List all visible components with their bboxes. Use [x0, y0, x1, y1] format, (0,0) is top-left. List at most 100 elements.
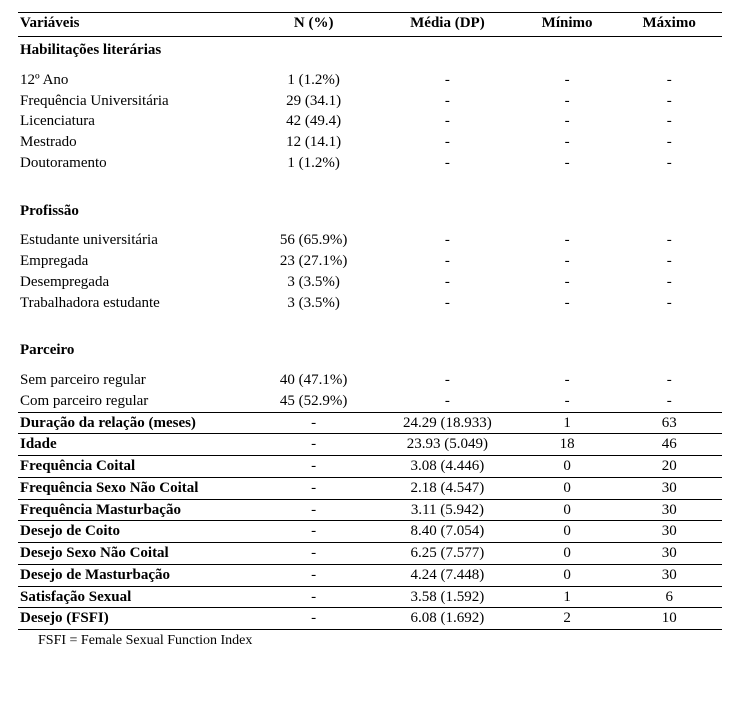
col-min: Mínimo	[518, 13, 617, 37]
row-min: 1	[518, 586, 617, 607]
row-mean: 3.08 (4.446)	[377, 456, 518, 477]
row-label: Duração da relação (meses)	[18, 412, 250, 433]
row-min: -	[518, 91, 617, 112]
row-n: -	[250, 521, 377, 542]
row-mean: -	[377, 370, 518, 391]
table-row: Satisfação Sexual-3.58 (1.592)16	[18, 586, 722, 607]
row-max: -	[616, 370, 722, 391]
table-row: Sem parceiro regular40 (47.1%)---	[18, 370, 722, 391]
row-label: Desempregada	[18, 272, 250, 293]
row-mean: 4.24 (7.448)	[377, 564, 518, 585]
table-row: Com parceiro regular45 (52.9%)---	[18, 391, 722, 412]
row-label: Empregada	[18, 251, 250, 272]
row-max: 63	[616, 412, 722, 433]
row-n: 40 (47.1%)	[250, 370, 377, 391]
row-max: -	[616, 153, 722, 174]
table-row: Desejo (FSFI)-6.08 (1.692)210	[18, 608, 722, 629]
row-mean: 8.40 (7.054)	[377, 521, 518, 542]
section-header: Parceiro	[18, 337, 722, 370]
row-mean: -	[377, 293, 518, 314]
row-mean: -	[377, 91, 518, 112]
section-header: Habilitações literárias	[18, 37, 722, 70]
row-max: 30	[616, 543, 722, 564]
row-n: -	[250, 434, 377, 455]
row-mean: 3.58 (1.592)	[377, 586, 518, 607]
row-n: -	[250, 499, 377, 520]
table-row: Trabalhadora estudante3 (3.5%)---	[18, 293, 722, 314]
row-n: 12 (14.1)	[250, 132, 377, 153]
row-max: -	[616, 391, 722, 412]
footnote: FSFI = Female Sexual Function Index	[18, 630, 722, 649]
row-n: 29 (34.1)	[250, 91, 377, 112]
row-label: Com parceiro regular	[18, 391, 250, 412]
row-min: 0	[518, 477, 617, 498]
row-max: -	[616, 91, 722, 112]
row-mean: 24.29 (18.933)	[377, 412, 518, 433]
row-min: 0	[518, 456, 617, 477]
stats-table: Variáveis N (%) Média (DP) Mínimo Máximo…	[18, 12, 722, 630]
row-mean: -	[377, 111, 518, 132]
row-label: Frequência Universitária	[18, 91, 250, 112]
row-mean: -	[377, 251, 518, 272]
row-mean: -	[377, 132, 518, 153]
row-min: -	[518, 251, 617, 272]
row-n: -	[250, 564, 377, 585]
table-row: Desempregada3 (3.5%)---	[18, 272, 722, 293]
row-min: 0	[518, 564, 617, 585]
table-row: Doutoramento1 (1.2%)---	[18, 153, 722, 174]
row-min: 1	[518, 412, 617, 433]
table-row: Desejo Sexo Não Coital-6.25 (7.577)030	[18, 543, 722, 564]
row-mean: 6.08 (1.692)	[377, 608, 518, 629]
row-n: -	[250, 412, 377, 433]
section-header: Profissão	[18, 198, 722, 231]
row-label: 12º Ano	[18, 70, 250, 91]
col-n: N (%)	[250, 13, 377, 37]
table-row: Duração da relação (meses)-24.29 (18.933…	[18, 412, 722, 433]
row-min: -	[518, 230, 617, 251]
row-min: 18	[518, 434, 617, 455]
row-mean: 3.11 (5.942)	[377, 499, 518, 520]
row-n: 42 (49.4)	[250, 111, 377, 132]
row-label: Idade	[18, 434, 250, 455]
row-mean: -	[377, 230, 518, 251]
table-row: Frequência Coital-3.08 (4.446)020	[18, 456, 722, 477]
row-max: -	[616, 111, 722, 132]
row-min: -	[518, 391, 617, 412]
row-min: 0	[518, 499, 617, 520]
row-label: Sem parceiro regular	[18, 370, 250, 391]
row-min: 0	[518, 543, 617, 564]
row-n: 56 (65.9%)	[250, 230, 377, 251]
row-label: Frequência Masturbação	[18, 499, 250, 520]
row-max: 30	[616, 477, 722, 498]
row-mean: -	[377, 153, 518, 174]
row-mean: -	[377, 391, 518, 412]
header-row: Variáveis N (%) Média (DP) Mínimo Máximo	[18, 13, 722, 37]
table-row: 12º Ano1 (1.2%)---	[18, 70, 722, 91]
row-max: 30	[616, 521, 722, 542]
row-min: -	[518, 293, 617, 314]
row-max: -	[616, 272, 722, 293]
row-mean: -	[377, 70, 518, 91]
row-mean: -	[377, 272, 518, 293]
row-max: 46	[616, 434, 722, 455]
row-label: Desejo (FSFI)	[18, 608, 250, 629]
section-label: Habilitações literárias	[18, 37, 722, 70]
row-label: Licenciatura	[18, 111, 250, 132]
table-row: Frequência Sexo Não Coital-2.18 (4.547)0…	[18, 477, 722, 498]
row-max: 30	[616, 564, 722, 585]
col-variaveis: Variáveis	[18, 13, 250, 37]
row-n: -	[250, 477, 377, 498]
row-min: -	[518, 272, 617, 293]
row-max: 20	[616, 456, 722, 477]
col-max: Máximo	[616, 13, 722, 37]
row-label: Trabalhadora estudante	[18, 293, 250, 314]
table-row: Idade-23.93 (5.049)1846	[18, 434, 722, 455]
row-max: -	[616, 230, 722, 251]
row-label: Satisfação Sexual	[18, 586, 250, 607]
row-label: Desejo Sexo Não Coital	[18, 543, 250, 564]
row-min: 0	[518, 521, 617, 542]
row-min: -	[518, 153, 617, 174]
table-row: Mestrado12 (14.1)---	[18, 132, 722, 153]
section-label: Parceiro	[18, 337, 722, 370]
row-max: -	[616, 70, 722, 91]
